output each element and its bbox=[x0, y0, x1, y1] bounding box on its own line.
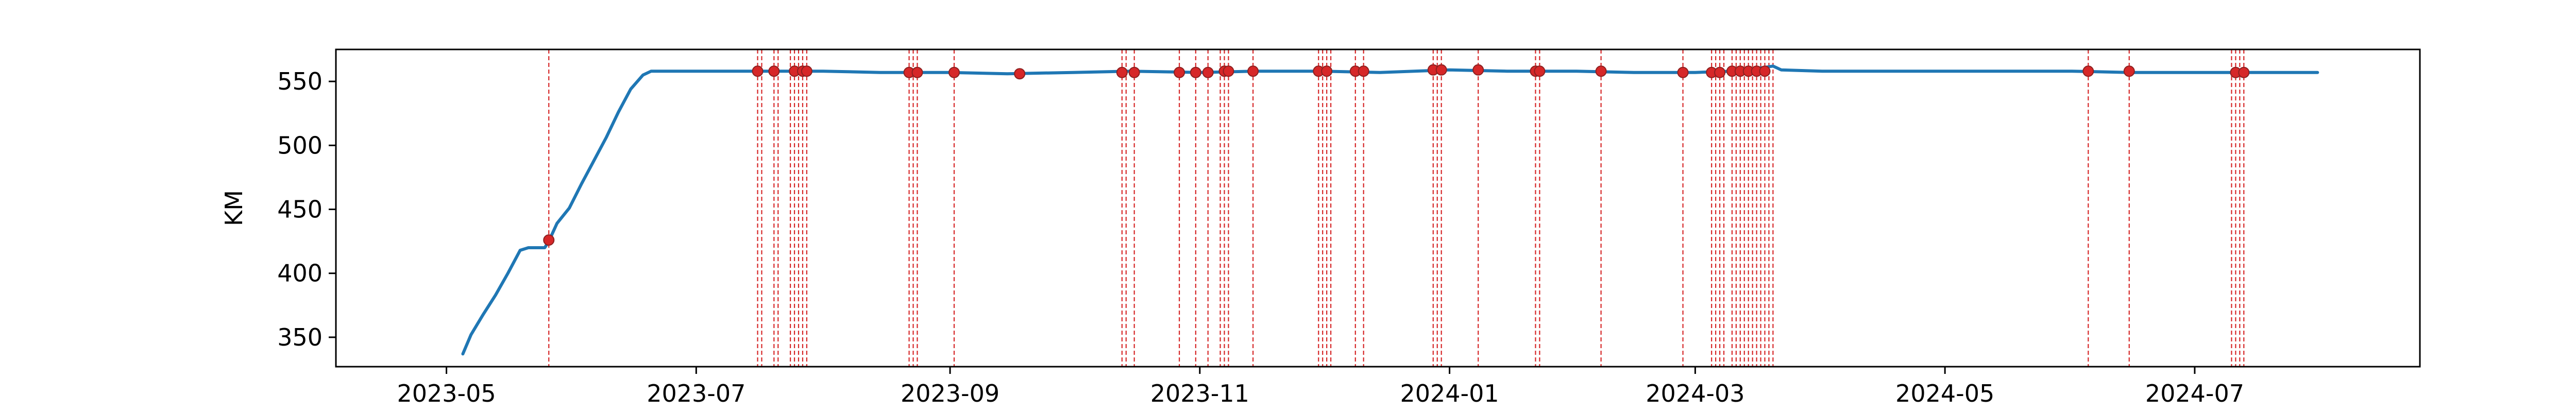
x-tick-label: 2024-05 bbox=[1895, 380, 1994, 407]
event-marker bbox=[1321, 65, 1333, 77]
x-tick-label: 2023-11 bbox=[1150, 380, 1249, 407]
x-tick-label: 2024-03 bbox=[1646, 380, 1744, 407]
y-tick-label: 550 bbox=[277, 67, 323, 95]
event-marker bbox=[1202, 66, 1214, 78]
plot-frame bbox=[335, 48, 2421, 368]
event-marker bbox=[911, 66, 923, 78]
x-tick-label: 2023-07 bbox=[647, 380, 745, 407]
event-marker bbox=[1759, 65, 1771, 77]
y-tick-label: 450 bbox=[277, 195, 323, 223]
event-marker bbox=[1174, 66, 1185, 78]
event-marker bbox=[801, 65, 812, 77]
event-marker bbox=[948, 66, 960, 78]
y-axis: 350 400 450 500 550 bbox=[277, 67, 336, 351]
event-marker bbox=[2123, 65, 2135, 77]
event-marker bbox=[1190, 66, 1201, 78]
event-lines-layer bbox=[548, 49, 2245, 367]
data-line-layer bbox=[461, 64, 2319, 356]
event-marker bbox=[1472, 64, 1484, 76]
event-marker bbox=[1534, 65, 1546, 77]
event-marker bbox=[1014, 68, 1026, 80]
y-tick-label: 350 bbox=[277, 323, 323, 351]
event-marker bbox=[1435, 64, 1447, 76]
event-marker bbox=[1714, 66, 1726, 78]
event-marker bbox=[2082, 65, 2094, 77]
event-marker bbox=[1116, 66, 1128, 78]
event-marker bbox=[1247, 65, 1259, 77]
y-tick-label: 500 bbox=[277, 131, 323, 159]
event-marker bbox=[752, 65, 764, 77]
event-marker bbox=[768, 65, 780, 77]
x-tick-label: 2024-01 bbox=[1400, 380, 1499, 407]
y-tick-label: 400 bbox=[277, 260, 323, 287]
x-axis: 2023-05 2023-07 2023-09 2023-11 2024-01 2024-… bbox=[397, 367, 2244, 407]
y-axis-label: KM bbox=[220, 190, 248, 226]
event-marker bbox=[1358, 65, 1369, 77]
event-marker bbox=[2238, 66, 2250, 78]
series-line bbox=[461, 64, 2319, 356]
x-tick-label: 2024-07 bbox=[2145, 380, 2244, 407]
event-marker bbox=[543, 234, 555, 246]
event-marker bbox=[1128, 66, 1140, 78]
x-tick-label: 2023-09 bbox=[901, 380, 999, 407]
event-marker bbox=[1223, 65, 1234, 77]
event-markers-layer bbox=[543, 64, 2250, 246]
event-marker bbox=[1677, 66, 1689, 78]
x-tick-label: 2023-05 bbox=[397, 380, 496, 407]
event-marker bbox=[1595, 65, 1607, 77]
